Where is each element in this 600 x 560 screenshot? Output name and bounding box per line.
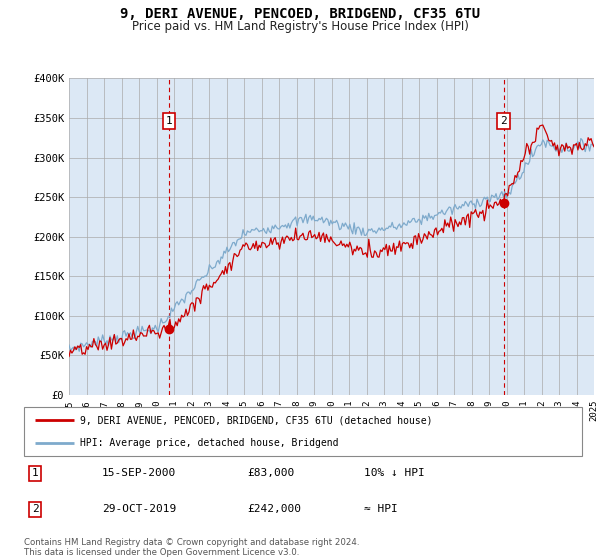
Text: 29-OCT-2019: 29-OCT-2019	[102, 505, 176, 515]
Text: 1: 1	[32, 468, 38, 478]
FancyBboxPatch shape	[24, 407, 582, 456]
Text: 9, DERI AVENUE, PENCOED, BRIDGEND, CF35 6TU (detached house): 9, DERI AVENUE, PENCOED, BRIDGEND, CF35 …	[80, 416, 432, 426]
Text: ≈ HPI: ≈ HPI	[364, 505, 398, 515]
Text: 1: 1	[166, 116, 172, 126]
Text: 2: 2	[32, 505, 38, 515]
Text: 15-SEP-2000: 15-SEP-2000	[102, 468, 176, 478]
Text: £242,000: £242,000	[247, 505, 301, 515]
Text: 9, DERI AVENUE, PENCOED, BRIDGEND, CF35 6TU: 9, DERI AVENUE, PENCOED, BRIDGEND, CF35 …	[120, 7, 480, 21]
Text: 10% ↓ HPI: 10% ↓ HPI	[364, 468, 425, 478]
Text: Contains HM Land Registry data © Crown copyright and database right 2024.
This d: Contains HM Land Registry data © Crown c…	[24, 538, 359, 557]
Text: 2: 2	[500, 116, 507, 126]
Text: HPI: Average price, detached house, Bridgend: HPI: Average price, detached house, Brid…	[80, 438, 338, 448]
Text: £83,000: £83,000	[247, 468, 295, 478]
Text: Price paid vs. HM Land Registry's House Price Index (HPI): Price paid vs. HM Land Registry's House …	[131, 20, 469, 33]
